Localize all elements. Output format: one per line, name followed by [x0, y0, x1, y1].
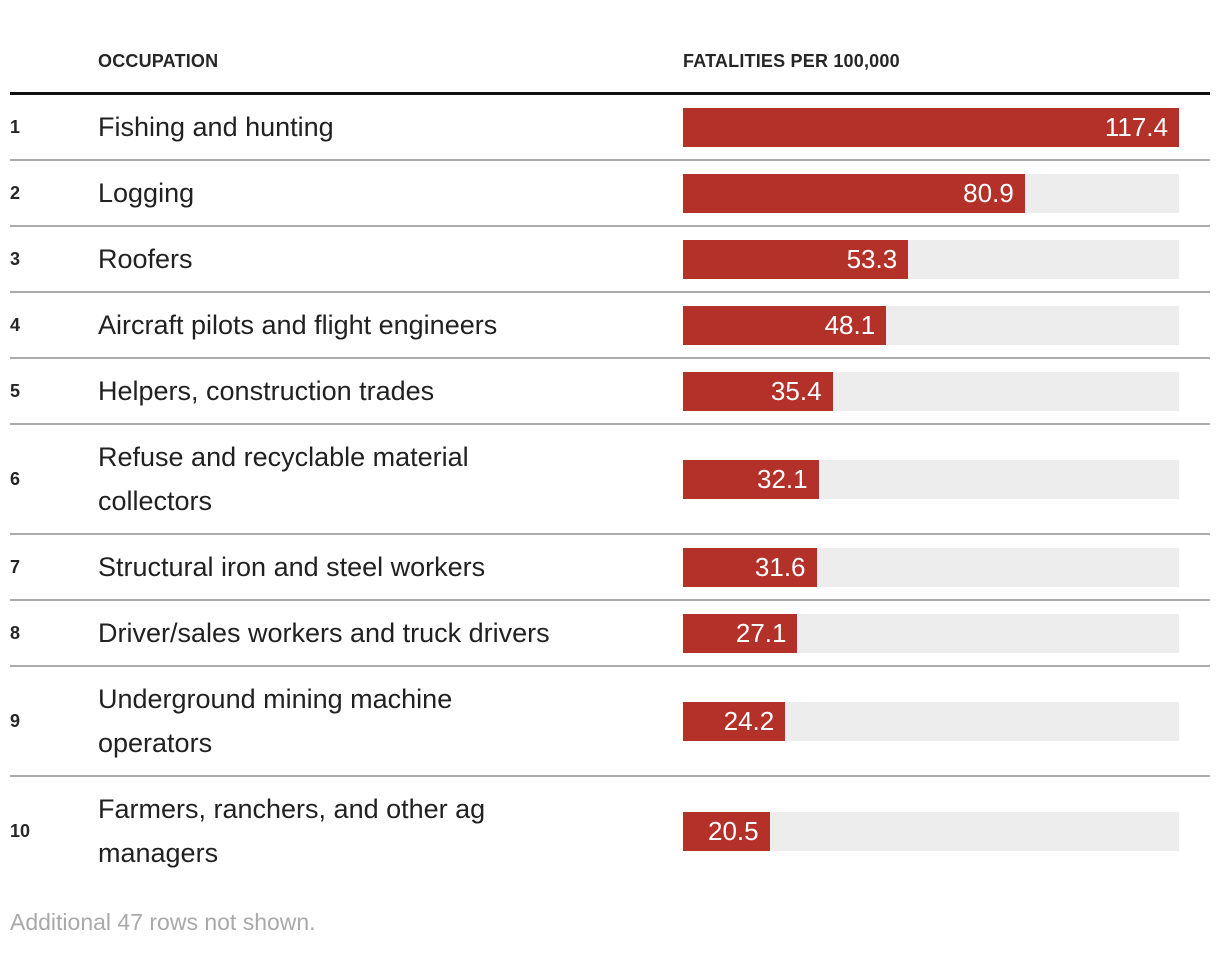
- bar-track: 24.2: [683, 701, 1179, 741]
- bar-fill: 48.1: [683, 305, 887, 345]
- bar-value-label: 117.4: [1104, 112, 1168, 142]
- bar-track: 32.1: [683, 459, 1179, 499]
- bar-fill: 27.1: [683, 613, 798, 653]
- table-row: 5 Helpers, construction trades 35.4: [10, 359, 1210, 425]
- bar-value-label: 20.5: [707, 816, 759, 846]
- row-occupation: Farmers, ranchers, and other ag managers: [98, 787, 683, 875]
- occupation-line: Refuse and recyclable material: [98, 442, 469, 472]
- occupation-line: operators: [98, 728, 213, 758]
- bar-value-label: 53.3: [846, 244, 898, 274]
- row-rank: 4: [10, 314, 21, 335]
- header-occupation: OCCUPATION: [98, 51, 219, 71]
- table-row: 2 Logging 80.9: [10, 161, 1210, 227]
- bar-value-label: 32.1: [756, 464, 808, 494]
- bar-fill: 80.9: [683, 173, 1025, 213]
- table-header-row: OCCUPATION FATALITIES PER 100,000: [10, 0, 1210, 95]
- table-row: 7 Structural iron and steel workers 31.6: [10, 535, 1210, 601]
- additional-rows-note: Additional 47 rows not shown.: [10, 909, 316, 935]
- bar-fill: 31.6: [683, 547, 817, 587]
- row-bar-cell: 20.5: [683, 811, 1210, 851]
- bar-track: 20.5: [683, 811, 1179, 851]
- occupation-line: Fishing and hunting: [98, 112, 334, 142]
- occupation-line: Roofers: [98, 244, 193, 274]
- bar-track: 48.1: [683, 305, 1179, 345]
- bar-fill: 20.5: [683, 811, 770, 851]
- bar-fill: 117.4: [683, 107, 1179, 147]
- row-occupation: Underground mining machine operators: [98, 677, 683, 765]
- row-bar-cell: 24.2: [683, 701, 1210, 741]
- header-fatalities: FATALITIES PER 100,000: [683, 51, 900, 71]
- bar-value-label: 48.1: [824, 310, 876, 340]
- row-bar-cell: 80.9: [683, 173, 1210, 213]
- table-body: 1 Fishing and hunting 117.4 2 Logging 80.9 3 Ro…: [10, 95, 1210, 885]
- table-row: 3 Roofers 53.3: [10, 227, 1210, 293]
- table-row: 4 Aircraft pilots and flight engineers 48.…: [10, 293, 1210, 359]
- occupation-line: Helpers, construction trades: [98, 376, 435, 406]
- bar-fill: 32.1: [683, 459, 819, 499]
- row-occupation: Aircraft pilots and flight engineers: [98, 303, 683, 347]
- bar-track: 53.3: [683, 239, 1179, 279]
- row-bar-cell: 117.4: [683, 107, 1210, 147]
- bar-value-label: 31.6: [754, 552, 806, 582]
- row-bar-cell: 27.1: [683, 613, 1210, 653]
- row-bar-cell: 35.4: [683, 371, 1210, 411]
- bar-track: 80.9: [683, 173, 1179, 213]
- occupation-line: Aircraft pilots and flight engineers: [98, 310, 498, 340]
- bar-fill: 53.3: [683, 239, 909, 279]
- bar-track: 31.6: [683, 547, 1179, 587]
- bar-fill: 35.4: [683, 371, 833, 411]
- bar-track: 27.1: [683, 613, 1179, 653]
- row-bar-cell: 31.6: [683, 547, 1210, 587]
- row-bar-cell: 53.3: [683, 239, 1210, 279]
- bar-value-label: 80.9: [963, 178, 1014, 208]
- row-rank: 10: [10, 820, 31, 841]
- occupation-line: managers: [98, 838, 219, 868]
- row-occupation: Structural iron and steel workers: [98, 545, 683, 589]
- row-rank: 9: [10, 710, 21, 731]
- row-bar-cell: 48.1: [683, 305, 1210, 345]
- row-occupation: Driver/sales workers and truck drivers: [98, 611, 683, 655]
- table-row: 6 Refuse and recyclable material collector…: [10, 425, 1210, 535]
- bar-value-label: 35.4: [770, 376, 822, 406]
- bar-value-label: 27.1: [735, 618, 787, 648]
- occupation-line: Structural iron and steel workers: [98, 552, 486, 582]
- row-occupation: Fishing and hunting: [98, 105, 683, 149]
- row-rank: 7: [10, 556, 21, 577]
- bar-track: 35.4: [683, 371, 1179, 411]
- bar-fill: 24.2: [683, 701, 786, 741]
- row-occupation: Roofers: [98, 237, 683, 281]
- row-rank: 1: [10, 116, 21, 137]
- row-rank: 5: [10, 380, 21, 401]
- occupation-line: collectors: [98, 486, 213, 516]
- fatalities-table: OCCUPATION FATALITIES PER 100,000 1 Fishi…: [10, 0, 1210, 937]
- row-rank: 8: [10, 622, 21, 643]
- row-rank: 6: [10, 468, 21, 489]
- occupation-line: Underground mining machine: [98, 684, 453, 714]
- occupation-line: Logging: [98, 178, 195, 208]
- table-row: 8 Driver/sales workers and truck drivers 2…: [10, 601, 1210, 667]
- table-row: 10 Farmers, ranchers, and other ag manager…: [10, 777, 1210, 885]
- row-occupation: Refuse and recyclable material collectors: [98, 435, 683, 523]
- row-bar-cell: 32.1: [683, 459, 1210, 499]
- row-rank: 3: [10, 248, 21, 269]
- row-rank: 2: [10, 182, 21, 203]
- occupation-line: Farmers, ranchers, and other ag: [98, 794, 486, 824]
- table-row: 1 Fishing and hunting 117.4: [10, 95, 1210, 161]
- bar-track: 117.4: [683, 107, 1179, 147]
- row-occupation: Logging: [98, 171, 683, 215]
- table-row: 9 Underground mining machine operators 24.2: [10, 667, 1210, 777]
- occupation-line: Driver/sales workers and truck drivers: [98, 618, 550, 648]
- bar-value-label: 24.2: [723, 706, 775, 736]
- row-occupation: Helpers, construction trades: [98, 369, 683, 413]
